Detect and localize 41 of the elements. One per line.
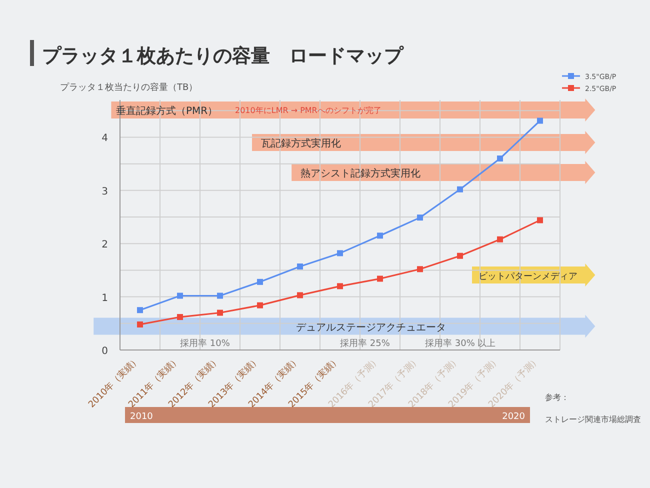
point	[137, 321, 143, 328]
point	[377, 232, 383, 239]
point	[497, 236, 503, 242]
point	[497, 156, 503, 162]
annotation: 2010年にLMR → PMRへのシフトが完了	[235, 106, 382, 115]
point	[297, 263, 303, 270]
point	[217, 310, 223, 316]
y-tick-label: 3	[102, 186, 108, 198]
annotation: 採用率 25%	[340, 338, 390, 349]
point	[457, 252, 463, 259]
point	[537, 217, 543, 224]
text: 参考：	[545, 393, 569, 402]
text: ストレージ関連市場総調査	[545, 415, 641, 424]
annotation: 採用率 30% 以上	[425, 338, 496, 349]
point	[337, 250, 343, 256]
point	[537, 118, 543, 124]
point	[257, 278, 263, 285]
point	[177, 314, 183, 320]
point	[177, 292, 183, 299]
point	[417, 266, 423, 272]
text: 2010	[130, 412, 154, 422]
annotation: 採用率 10%	[180, 338, 230, 349]
y-tick-label: 2	[102, 240, 108, 251]
point	[217, 292, 223, 299]
text: 2020	[502, 412, 526, 422]
point	[377, 276, 383, 282]
point	[297, 292, 303, 298]
point	[257, 302, 263, 308]
point	[457, 186, 463, 192]
point	[417, 214, 423, 221]
y-tick-label: 1	[102, 292, 108, 304]
annotation: 垂直記録方式（PMR）	[116, 105, 218, 117]
y-tick-label: 0	[102, 346, 108, 357]
point	[337, 283, 343, 290]
annotation: 瓦記録方式実用化	[260, 138, 341, 150]
chart-title: プラッタ１枚あたりの容量 ロードマップ	[42, 45, 404, 67]
annotation: デュアルステージアクチュエータ	[296, 322, 446, 334]
y-axis-title: プラッタ１枚当たりの容量（TB）	[60, 82, 198, 93]
y-tick-label: 4	[102, 133, 108, 144]
annotation: 熱アシスト記録方式実用化	[300, 168, 420, 180]
point	[137, 307, 143, 314]
